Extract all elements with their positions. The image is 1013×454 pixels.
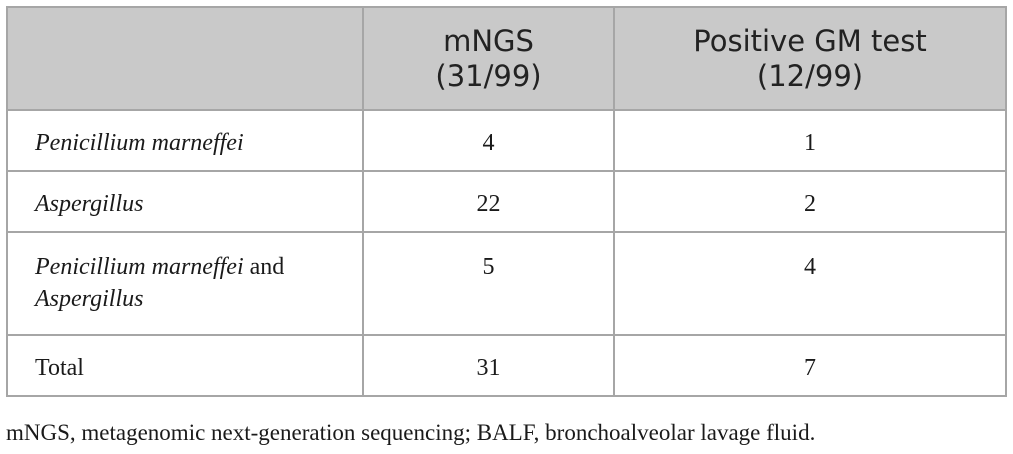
results-table-container: mNGS (31/99) Positive GM test (12/99) Pe… [6, 6, 1007, 397]
header-empty-cell [6, 6, 364, 111]
table-row: Penicillium marneffei and Aspergillus 5 4 [6, 231, 1007, 336]
gm-value: 2 [613, 170, 1007, 233]
mngs-value: 4 [362, 109, 615, 172]
results-table: mNGS (31/99) Positive GM test (12/99) Pe… [6, 6, 1007, 397]
row-label: Penicillium marneffei and Aspergillus [6, 231, 364, 336]
mngs-value: 22 [362, 170, 615, 233]
organism-name-second: Aspergillus [35, 286, 144, 312]
table-row-total: Total 31 7 [6, 334, 1007, 397]
row-label: Aspergillus [6, 170, 364, 233]
gm-total-value: 7 [613, 334, 1007, 397]
organism-name: Aspergillus [35, 191, 144, 217]
row-label: Total [6, 334, 364, 397]
header-mngs-count: (31/99) [435, 58, 542, 93]
organism-name: Penicillium marneffei [35, 130, 244, 156]
table-footnote: mNGS, metagenomic next-generation sequen… [6, 420, 816, 445]
table-row: Aspergillus 22 2 [6, 170, 1007, 233]
table-row: Penicillium marneffei 4 1 [6, 109, 1007, 172]
mngs-total-value: 31 [362, 334, 615, 397]
header-mngs: mNGS (31/99) [362, 6, 615, 111]
row-label: Penicillium marneffei [6, 109, 364, 172]
mngs-value: 5 [362, 231, 615, 336]
total-label: Total [35, 355, 84, 381]
gm-value: 4 [613, 231, 1007, 336]
organism-name: Penicillium marneffei [35, 254, 244, 280]
header-gm-test: Positive GM test (12/99) [613, 6, 1007, 111]
header-gm-title: Positive GM test [693, 23, 927, 58]
gm-value: 1 [613, 109, 1007, 172]
conjunction-text: and [243, 254, 285, 280]
header-mngs-title: mNGS [443, 23, 534, 58]
header-row: mNGS (31/99) Positive GM test (12/99) [6, 6, 1007, 111]
header-gm-count: (12/99) [756, 58, 864, 93]
